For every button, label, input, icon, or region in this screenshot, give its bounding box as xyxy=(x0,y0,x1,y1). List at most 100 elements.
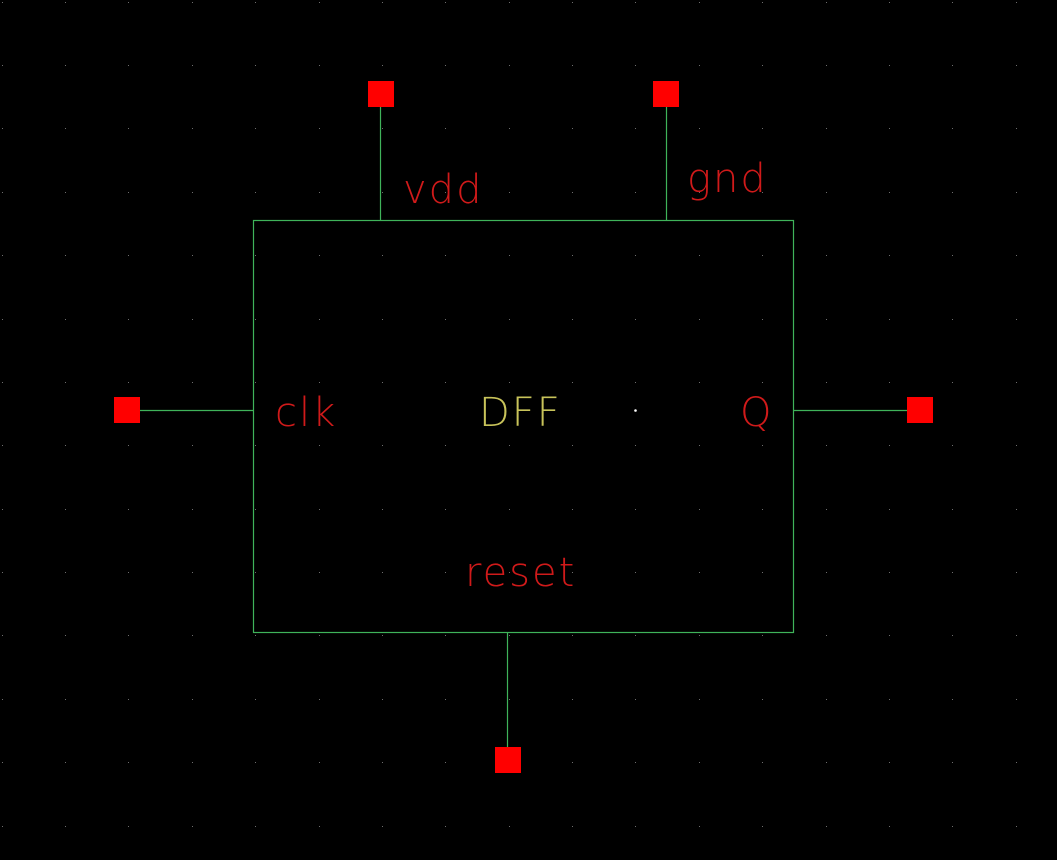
grid-dot xyxy=(192,382,193,383)
gnd-pin-terminal[interactable] xyxy=(653,81,679,107)
grid-dot xyxy=(509,319,510,320)
grid-dot xyxy=(826,699,827,700)
grid-dot xyxy=(826,826,827,827)
grid-dot xyxy=(255,192,256,193)
reset-pin-terminal[interactable] xyxy=(495,747,521,773)
grid-dot xyxy=(192,319,193,320)
grid-dot xyxy=(699,128,700,129)
vdd-pin-terminal[interactable] xyxy=(368,81,394,107)
grid-dot xyxy=(445,699,446,700)
grid-dot xyxy=(319,445,320,446)
grid-dot xyxy=(319,826,320,827)
grid-dot xyxy=(128,445,129,446)
grid-dot xyxy=(509,65,510,66)
grid-dot xyxy=(319,255,320,256)
grid-dot xyxy=(572,2,573,3)
grid-dot xyxy=(635,445,636,446)
grid-dot xyxy=(889,382,890,383)
grid-dot xyxy=(699,762,700,763)
grid-dot xyxy=(1016,255,1017,256)
grid-dot xyxy=(952,445,953,446)
grid-dot xyxy=(699,319,700,320)
q-pin-label: Q xyxy=(740,390,773,436)
grid-dot xyxy=(319,2,320,3)
dff-symbol-body[interactable] xyxy=(252,219,795,634)
grid-dot xyxy=(319,762,320,763)
grid-dot xyxy=(128,255,129,256)
grid-dot xyxy=(826,382,827,383)
grid-dot xyxy=(509,635,510,636)
grid-dot xyxy=(128,382,129,383)
grid-dot xyxy=(65,128,66,129)
grid-dot xyxy=(952,192,953,193)
grid-dot xyxy=(509,255,510,256)
grid-dots xyxy=(2,2,1017,827)
grid-dot xyxy=(2,2,3,3)
grid-dot xyxy=(382,65,383,66)
grid-dot xyxy=(255,128,256,129)
grid-dot xyxy=(826,255,827,256)
grid-dot xyxy=(2,572,3,573)
grid-dot xyxy=(635,762,636,763)
grid-dot xyxy=(65,826,66,827)
grid-dot xyxy=(762,509,763,510)
grid-dot xyxy=(826,762,827,763)
grid-dot xyxy=(952,65,953,66)
grid-dot xyxy=(255,2,256,3)
cell-name-label: DFF xyxy=(479,390,562,436)
grid-dot xyxy=(128,128,129,129)
grid-dot xyxy=(128,65,129,66)
grid-dot xyxy=(255,762,256,763)
grid-dot xyxy=(952,635,953,636)
clk-pin-terminal[interactable] xyxy=(114,397,140,423)
grid-dot xyxy=(572,635,573,636)
grid-dot xyxy=(635,2,636,3)
grid-dot xyxy=(382,255,383,256)
grid-dot xyxy=(509,699,510,700)
grid-dot xyxy=(65,255,66,256)
q-pin-terminal[interactable] xyxy=(907,397,933,423)
grid-dot xyxy=(128,826,129,827)
grid-dot xyxy=(762,319,763,320)
grid-dot xyxy=(699,635,700,636)
grid-dot xyxy=(2,445,3,446)
grid-dot xyxy=(509,572,510,573)
grid-dot xyxy=(1016,445,1017,446)
grid-dot xyxy=(382,826,383,827)
grid-dot xyxy=(192,445,193,446)
clk-pin-label: clk xyxy=(275,390,337,436)
grid-dot xyxy=(192,128,193,129)
grid-dot xyxy=(192,572,193,573)
grid-dot xyxy=(255,319,256,320)
grid-dot xyxy=(572,192,573,193)
grid-dot xyxy=(382,382,383,383)
grid-dot xyxy=(826,192,827,193)
grid-dot xyxy=(255,699,256,700)
grid-dot xyxy=(889,509,890,510)
grid-dot xyxy=(382,128,383,129)
grid-dot xyxy=(255,382,256,383)
grid-dot xyxy=(319,572,320,573)
grid-dot xyxy=(952,128,953,129)
grid-dot xyxy=(509,192,510,193)
grid-dot xyxy=(635,192,636,193)
grid-dot xyxy=(445,255,446,256)
grid-dot xyxy=(952,2,953,3)
grid-dot xyxy=(192,826,193,827)
grid-dot xyxy=(445,635,446,636)
grid-dot xyxy=(762,572,763,573)
grid-dot xyxy=(65,2,66,3)
grid-dot xyxy=(826,319,827,320)
grid-dot xyxy=(192,2,193,3)
grid-dot xyxy=(762,2,763,3)
grid-dot xyxy=(1016,509,1017,510)
grid-dot xyxy=(509,128,510,129)
grid-dot xyxy=(445,572,446,573)
grid-dot xyxy=(382,192,383,193)
grid-dot xyxy=(445,509,446,510)
grid-dot xyxy=(509,2,510,3)
grid-dot xyxy=(1016,762,1017,763)
grid-dot xyxy=(889,445,890,446)
